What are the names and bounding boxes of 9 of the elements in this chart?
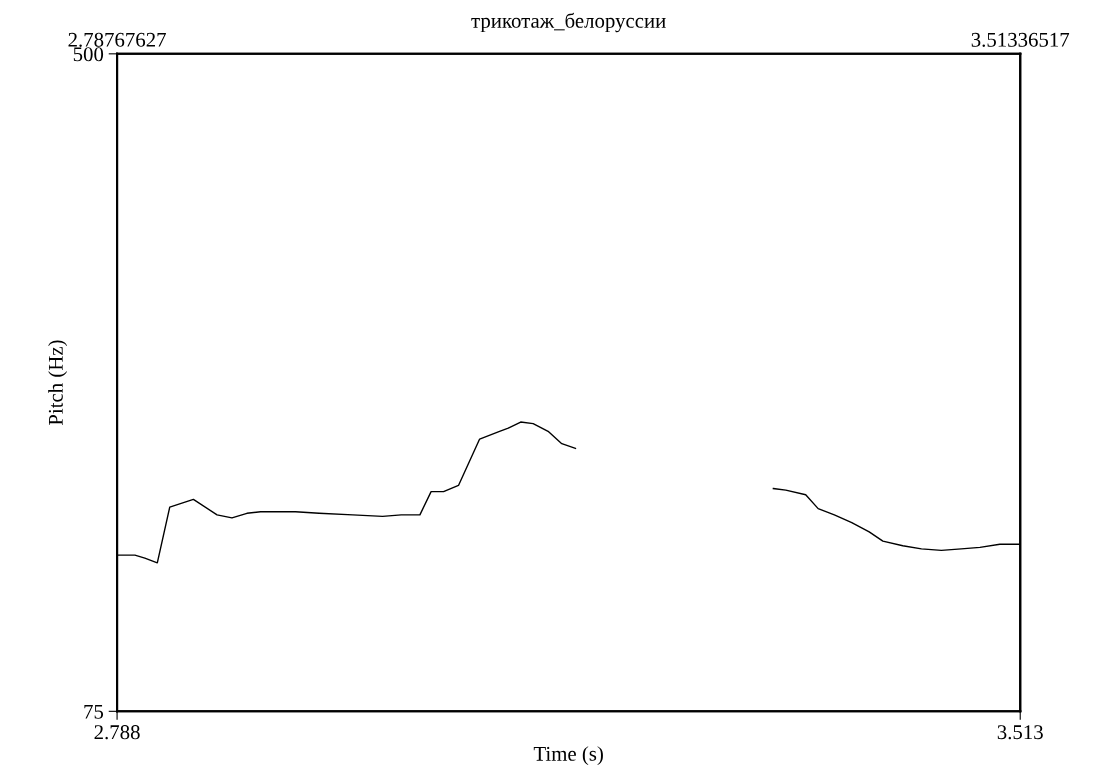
chart-title: трикотаж_белоруссии xyxy=(471,12,666,33)
y-tick-label: 500 xyxy=(73,47,104,62)
y-tick-label: 75 xyxy=(84,704,104,719)
x-tick-label: 2.788 xyxy=(94,725,140,740)
y-axis-title: Pitch (Hz) xyxy=(48,340,68,426)
x-axis-title: Time (s) xyxy=(533,746,603,766)
x2-tick-label: 3.51336517 xyxy=(971,32,1070,47)
x-tick-label: 3.513 xyxy=(997,725,1043,740)
x2-tick-label: 2.78767627 xyxy=(68,32,166,47)
